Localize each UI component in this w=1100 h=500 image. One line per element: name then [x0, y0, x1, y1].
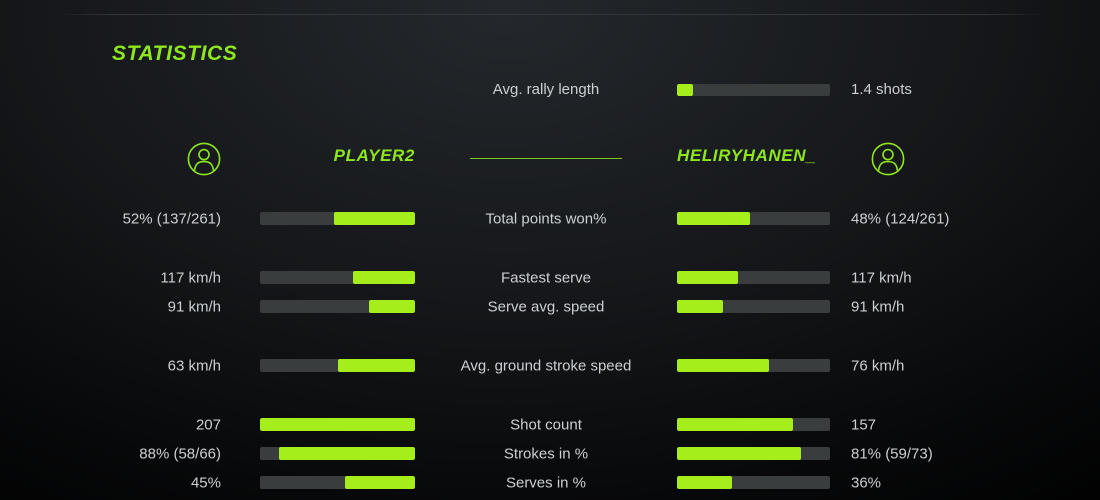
bar-fill	[369, 300, 416, 313]
page-title: STATISTICS	[112, 42, 237, 66]
stat-label: Serves in %	[415, 474, 677, 491]
top-divider	[56, 14, 1046, 15]
avg-rally-length-bar	[677, 84, 830, 96]
left-player-value: 52% (137/261)	[0, 210, 221, 227]
right-player-bar	[677, 359, 830, 372]
right-player-bar	[677, 447, 830, 460]
right-player-value: 91 km/h	[851, 298, 1086, 315]
bar-fill	[677, 84, 693, 96]
bar-fill	[677, 476, 732, 489]
left-player-bar	[260, 212, 415, 225]
player-left-name: PLAYER2	[260, 146, 415, 166]
right-player-value: 81% (59/73)	[851, 445, 1086, 462]
left-player-bar	[260, 476, 415, 489]
right-player-value: 157	[851, 416, 1086, 433]
stat-row: 88% (58/66) Strokes in % 81% (59/73)	[0, 439, 1100, 468]
right-player-value: 76 km/h	[851, 357, 1086, 374]
stat-row: 117 km/h Fastest serve 117 km/h	[0, 263, 1100, 292]
stat-label: Serve avg. speed	[415, 298, 677, 315]
stat-row: 207 Shot count 157	[0, 410, 1100, 439]
left-player-value: 88% (58/66)	[0, 445, 221, 462]
right-player-bar	[677, 418, 830, 431]
stat-label: Avg. rally length	[415, 81, 677, 98]
bar-fill	[677, 212, 750, 225]
left-player-value: 91 km/h	[0, 298, 221, 315]
stat-label: Avg. ground stroke speed	[415, 357, 677, 374]
bar-fill	[353, 271, 415, 284]
bar-fill	[334, 212, 415, 225]
stat-value: 1.4 shots	[851, 81, 1086, 98]
right-player-bar	[677, 271, 830, 284]
player-right-name: HELIRYHANEN_	[677, 146, 877, 166]
bar-fill	[677, 300, 723, 313]
stat-label: Shot count	[415, 416, 677, 433]
match-statistics-screen: STATISTICS Avg. rally length 1.4 shots P…	[0, 0, 1100, 500]
player-right-avatar-icon	[871, 142, 905, 181]
stat-label: Fastest serve	[415, 269, 677, 286]
bar-fill	[677, 271, 738, 284]
bar-fill	[677, 359, 769, 372]
right-player-value: 36%	[851, 474, 1086, 491]
right-player-bar	[677, 300, 830, 313]
left-player-bar	[260, 359, 415, 372]
left-player-value: 63 km/h	[0, 357, 221, 374]
right-player-bar	[677, 212, 830, 225]
left-player-bar	[260, 418, 415, 431]
left-player-bar	[260, 300, 415, 313]
stat-row: 91 km/h Serve avg. speed 91 km/h	[0, 292, 1100, 321]
right-player-value: 48% (124/261)	[851, 210, 1086, 227]
bar-fill	[260, 418, 415, 431]
bar-fill	[345, 476, 415, 489]
bar-fill	[677, 418, 793, 431]
center-divider	[470, 158, 622, 159]
left-player-value: 117 km/h	[0, 269, 221, 286]
left-player-value: 45%	[0, 474, 221, 491]
stat-row: 63 km/h Avg. ground stroke speed 76 km/h	[0, 351, 1100, 380]
left-player-bar	[260, 447, 415, 460]
right-player-value: 117 km/h	[851, 269, 1086, 286]
stat-row: 52% (137/261) Total points won% 48% (124…	[0, 204, 1100, 233]
right-player-bar	[677, 476, 830, 489]
bar-fill	[279, 447, 415, 460]
bar-fill	[677, 447, 801, 460]
stat-label: Total points won%	[415, 210, 677, 227]
stat-row: 45% Serves in % 36%	[0, 468, 1100, 497]
left-player-bar	[260, 271, 415, 284]
stat-label: Strokes in %	[415, 445, 677, 462]
bar-fill	[338, 359, 416, 372]
left-player-value: 207	[0, 416, 221, 433]
player-left-avatar-icon	[187, 142, 221, 181]
